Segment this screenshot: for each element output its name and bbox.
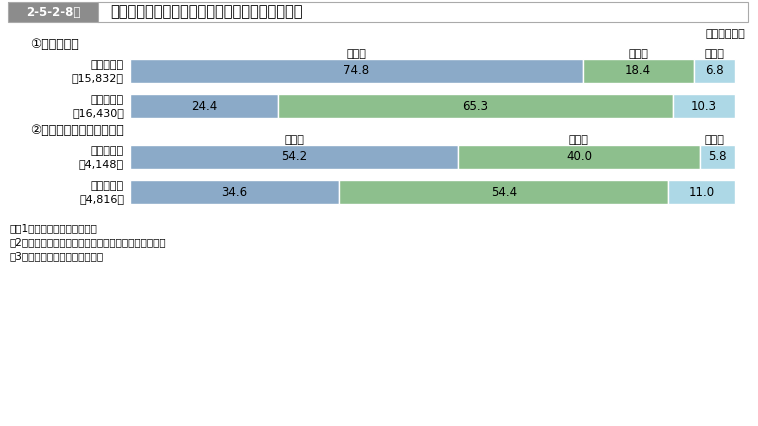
Bar [8,2,98,22]
Text: 終　了　時: 終 了 時 [91,95,124,105]
Text: 無職者: 無職者 [284,135,304,145]
Text: ②　保護観察付執行猟予者: ② 保護観察付執行猟予者 [30,124,124,136]
Text: 5.8: 5.8 [708,150,727,164]
Bar [130,145,458,169]
Text: 2「その他」は，家事従事者，学生・生徒等である。: 2「その他」は，家事従事者，学生・生徒等である。 [10,237,167,247]
Bar [672,94,735,118]
Text: 有職者: 有職者 [569,135,589,145]
Bar [340,180,669,204]
Text: 11.0: 11.0 [689,185,715,199]
Text: 10.3: 10.3 [691,100,717,112]
Bar [130,59,583,83]
Text: 終　了　時: 終 了 時 [91,181,124,191]
Text: （16,430）: （16,430） [72,108,124,118]
Text: その他: その他 [704,49,725,59]
Text: 3（　）内は，実人員である。: 3（ ）内は，実人員である。 [10,251,104,261]
Text: 74.8: 74.8 [343,64,369,78]
Text: （15,832）: （15,832） [72,73,124,83]
Text: （平成９年）: （平成９年） [705,29,745,39]
Bar [130,94,277,118]
Text: 新規受理時: 新規受理時 [91,60,124,70]
Text: 18.4: 18.4 [625,64,651,78]
Text: 無職者: 無職者 [346,49,366,59]
Text: その他: その他 [704,135,725,145]
Bar [277,94,672,118]
Bar [583,59,694,83]
Text: 65.3: 65.3 [462,100,488,112]
Text: 有職者: 有職者 [628,49,648,59]
Bar [694,59,735,83]
Text: 新規受理時: 新規受理時 [91,146,124,156]
Text: 40.0: 40.0 [566,150,592,164]
Text: 34.6: 34.6 [221,185,248,199]
Text: 54.2: 54.2 [281,150,307,164]
Text: 24.4: 24.4 [191,100,217,112]
Text: 54.4: 54.4 [491,185,517,199]
Bar [98,2,748,22]
Text: ①　仮釈放者: ① 仮釈放者 [30,37,79,51]
Text: 保護観察新規受理時・終了時の就労状況別構成比: 保護観察新規受理時・終了時の就労状況別構成比 [110,5,302,20]
Text: 6.8: 6.8 [705,64,724,78]
Bar [130,180,340,204]
Text: 注、1　保護統計年報による。: 注、1 保護統計年報による。 [10,223,98,233]
Bar [669,180,735,204]
Bar [8,2,748,22]
Bar [700,145,735,169]
Bar [458,145,700,169]
Text: （4,816）: （4,816） [79,194,124,204]
Text: （4,148）: （4,148） [79,159,124,169]
Text: 2-5-2-8図: 2-5-2-8図 [26,6,80,18]
